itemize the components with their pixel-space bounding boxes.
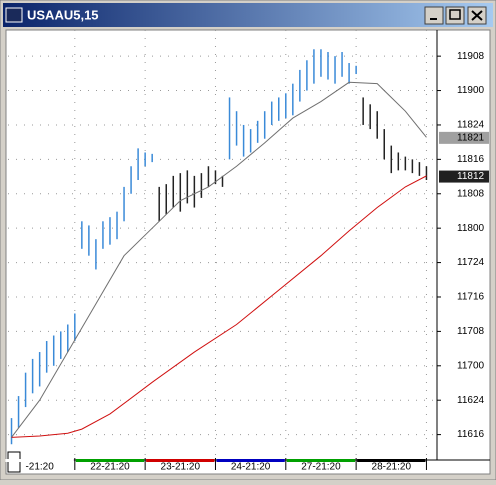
y-tick-label: 11700	[457, 360, 485, 371]
y-tick-label: 11908	[457, 51, 485, 62]
moving-average	[11, 175, 427, 438]
price-marker-label: 11812	[457, 171, 485, 182]
price-marker	[439, 131, 489, 144]
x-tick-label: 22-21:20	[90, 462, 130, 473]
max-button[interactable]	[445, 6, 465, 25]
session-bar	[75, 459, 145, 462]
y-tick-label: 11708	[457, 326, 485, 337]
chart-area	[5, 29, 491, 475]
x-tick-label: 24-21:20	[231, 462, 271, 473]
session-bar	[216, 459, 285, 462]
app-icon	[5, 7, 23, 23]
x-tick-label: 27-21:20	[301, 462, 341, 473]
x-tick-label: 23-21:20	[161, 462, 201, 473]
session-bar	[5, 459, 74, 462]
x-tick-label: 28-21:20	[372, 462, 412, 473]
title-bar	[3, 3, 493, 27]
session-bar	[146, 459, 215, 462]
price-marker-label: 11821	[457, 133, 485, 144]
y-tick-label: 11624	[457, 395, 485, 406]
y-tick-label: 11724	[457, 257, 485, 268]
x-tick-label: -21:20	[25, 462, 54, 473]
y-tick-label: 11900	[457, 85, 485, 96]
window-title: USAAU5,15	[27, 7, 99, 22]
y-tick-label: 11616	[457, 429, 485, 440]
y-tick-label: 11800	[457, 223, 485, 234]
session-bar	[357, 459, 426, 462]
min-button[interactable]	[424, 6, 444, 25]
y-tick-label: 11816	[457, 154, 485, 165]
y-tick-label: 11808	[457, 188, 485, 199]
y-tick-label: 11824	[457, 120, 485, 131]
y-tick-label: 11716	[457, 292, 485, 303]
session-bar	[286, 459, 356, 462]
moving-average	[11, 81, 427, 438]
close-button[interactable]	[467, 6, 487, 25]
price-marker	[439, 170, 489, 183]
